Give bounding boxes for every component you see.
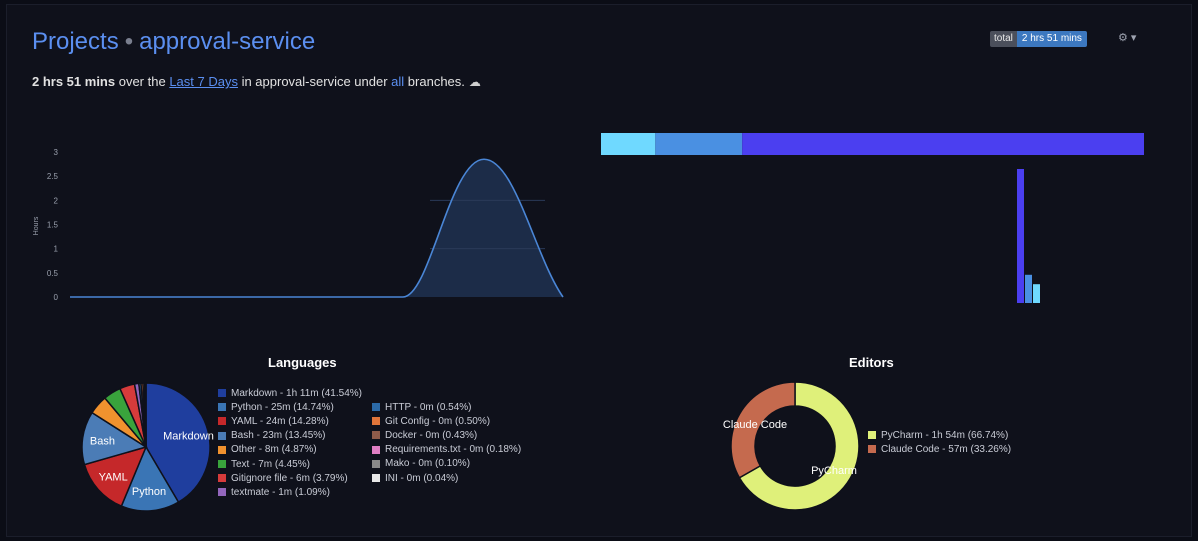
languages-legend-col2: HTTP - 0m (0.54%) Git Config - 0m (0.50%)… [372,400,521,485]
total-badge: total 2 hrs 51 mins [990,31,1087,47]
legend-label: HTTP - 0m (0.54%) [385,401,472,413]
date-range-link[interactable]: Last 7 Days [169,74,238,89]
legend-entry[interactable]: Other - 8m (4.87%) [218,443,362,457]
legend-entry[interactable]: Markdown - 1h 11m (41.54%) [218,386,362,400]
y-tick-label: 2 [54,196,59,205]
projects-link[interactable]: Projects [32,28,119,55]
languages-slice-label: YAML [99,471,128,483]
stacked-bar-segment [601,133,656,155]
legend-swatch [218,417,226,426]
legend-label: Bash - 23m (13.45%) [231,430,326,442]
legend-entry[interactable]: Gitignore file - 6m (3.79%) [218,471,362,485]
languages-slice [145,382,211,504]
total-badge-value: 2 hrs 51 mins [1016,31,1087,47]
summary-in: in approval-service under [237,74,392,89]
area-series-line [70,158,564,298]
languages-title: Languages [268,355,337,370]
legend-swatch [218,474,226,483]
legend-label: Text - 7m (4.45%) [231,458,310,470]
legend-swatch [218,389,226,398]
legend-swatch [372,403,380,412]
legend-label: Claude Code - 57m (33.26%) [881,443,1012,455]
legend-swatch [218,488,226,497]
legend-label: INI - 0m (0.04%) [385,472,459,484]
legend-entry[interactable]: Docker - 0m (0.43%) [372,428,521,442]
daily-bar [1033,284,1040,303]
legend-label: Other - 8m (4.87%) [231,444,317,456]
legend-swatch [868,431,876,440]
page-title: Projects • approval-service [32,28,315,56]
legend-entry[interactable]: INI - 0m (0.04%) [372,471,521,485]
y-axis-label: Hours [33,216,40,235]
daily-bar [1017,169,1024,303]
y-tick-label: 1 [54,245,59,254]
gear-icon[interactable]: ⚙ ▾ [1118,32,1137,44]
legend-entry[interactable]: Python - 25m (14.74%) [218,400,362,414]
legend-entry[interactable]: PyCharm - 1h 54m (66.74%) [868,428,1011,442]
legend-entry[interactable]: YAML - 24m (14.28%) [218,414,362,428]
stacked-bar-segment [655,133,743,155]
languages-slice [81,411,148,466]
legend-swatch [372,474,380,483]
legend-swatch [218,460,226,469]
legend-label: PyCharm - 1h 54m (66.74%) [881,429,1009,441]
languages-slice [120,445,180,512]
project-name[interactable]: approval-service [139,28,316,55]
legend-swatch [372,431,380,440]
editors-slice [738,381,860,511]
y-tick-label: 3 [54,148,59,157]
legend-entry[interactable]: textmate - 1m (1.09%) [218,485,362,499]
legend-entry[interactable]: Claude Code - 57m (33.26%) [868,442,1011,456]
summary-total: 2 hrs 51 mins [32,74,116,89]
legend-label: Markdown - 1h 11m (41.54%) [231,387,362,399]
legend-label: YAML - 24m (14.28%) [231,415,329,427]
languages-legend-col1: Markdown - 1h 11m (41.54%) Python - 25m (… [218,386,362,500]
cloud-icon[interactable]: ☁ [468,75,481,89]
legend-entry[interactable]: Requirements.txt - 0m (0.18%) [372,443,521,457]
total-badge-key: total [990,31,1017,47]
legend-swatch [372,459,380,468]
editors-slice-label: PyCharm [811,465,857,477]
legend-entry[interactable]: HTTP - 0m (0.54%) [372,400,521,414]
legend-label: textmate - 1m (1.09%) [231,486,330,498]
editors-title: Editors [849,355,894,370]
y-tick-label: 0 [54,293,59,302]
legend-entry[interactable]: Text - 7m (4.45%) [218,457,362,471]
daily-bar [1025,274,1032,303]
editors-slice [730,381,796,479]
legend-swatch [218,403,226,412]
stacked-bar-segment [742,133,1144,155]
legend-label: Mako - 0m (0.10%) [385,458,471,470]
title-separator: • [124,28,134,55]
editors-slice-label: Claude Code [723,419,787,431]
legend-entry[interactable]: Bash - 23m (13.45%) [218,429,362,443]
summary-branches: branches. [404,74,465,89]
legend-entry[interactable]: Git Config - 0m (0.50%) [372,414,521,428]
branches-all-link[interactable]: all [391,74,405,89]
legend-label: Requirements.txt - 0m (0.18%) [385,444,522,456]
legend-label: Gitignore file - 6m (3.79%) [231,472,348,484]
legend-swatch [372,445,380,454]
legend-swatch [372,417,380,426]
legend-entry[interactable]: Mako - 0m (0.10%) [372,457,521,471]
languages-slice [83,445,148,508]
y-tick-label: 0.5 [47,269,59,278]
summary-line: 2 hrs 51 mins over the Last 7 Days in ap… [32,74,481,89]
languages-slice-label: Markdown [163,430,214,442]
legend-label: Docker - 0m (0.43%) [385,429,478,441]
area-fill [70,159,563,297]
legend-swatch [868,445,876,454]
languages-slice-label: Python [132,486,166,498]
legend-label: Git Config - 0m (0.50%) [385,415,491,427]
editors-legend: PyCharm - 1h 54m (66.74%) Claude Code - 5… [868,428,1011,456]
y-tick-label: 2.5 [47,172,59,181]
legend-label: Python - 25m (14.74%) [231,401,334,413]
summary-over-the: over the [115,74,170,89]
legend-swatch [218,431,226,440]
y-tick-label: 1.5 [47,221,59,230]
languages-slice-label: Bash [90,436,115,448]
legend-swatch [218,445,226,454]
